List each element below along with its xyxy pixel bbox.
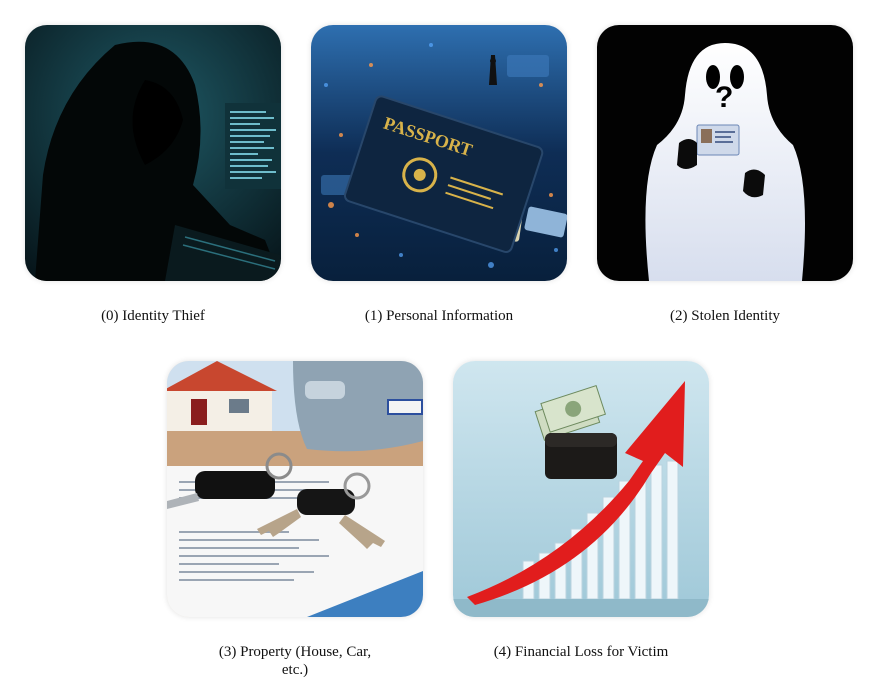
- stolen-identity-image: ?: [597, 25, 853, 281]
- personal-information-image: PASSPORT: [311, 25, 567, 281]
- property-image: [167, 361, 423, 617]
- caption-stolen-identity: (2) Stolen Identity: [670, 308, 780, 324]
- caption-financial-loss: (4) Financial Loss for Victim: [493, 644, 669, 660]
- caption-identity-thief: (0) Identity Thief: [101, 308, 205, 324]
- caption-personal-information: (1) Personal Information: [364, 308, 514, 324]
- svg-text:?: ?: [715, 81, 733, 114]
- financial-loss-image: [453, 361, 709, 617]
- caption-property: (3) Property (House, Car, etc.): [218, 644, 372, 678]
- identity-thief-image: [25, 25, 281, 281]
